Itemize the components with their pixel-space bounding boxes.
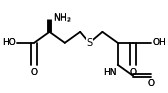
Text: NH$_2$: NH$_2$ [53, 12, 72, 24]
Text: O: O [130, 68, 137, 77]
Text: NH$_2$: NH$_2$ [53, 13, 71, 25]
Text: HN: HN [103, 68, 116, 77]
Text: O: O [147, 80, 154, 88]
Text: HO: HO [2, 38, 16, 47]
Text: O: O [130, 68, 137, 77]
Text: HO: HO [2, 38, 16, 47]
Text: O: O [31, 68, 38, 77]
Text: HN: HN [103, 68, 116, 77]
Text: O: O [147, 79, 154, 88]
Text: O: O [31, 68, 38, 77]
Text: OH: OH [152, 38, 166, 47]
Text: S: S [86, 38, 92, 48]
Text: OH: OH [152, 38, 166, 47]
